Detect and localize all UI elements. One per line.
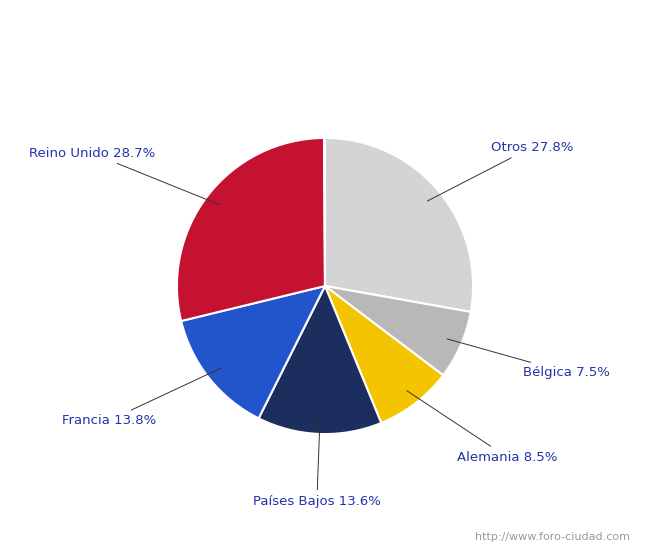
Wedge shape — [325, 286, 471, 375]
Text: Bélgica 7.5%: Bélgica 7.5% — [447, 339, 610, 379]
Wedge shape — [325, 286, 443, 423]
Text: Reino Unido 28.7%: Reino Unido 28.7% — [29, 147, 220, 205]
Text: Vélez-Rubio - Turistas extranjeros según país - Octubre de 2024: Vélez-Rubio - Turistas extranjeros según… — [92, 18, 558, 34]
Wedge shape — [259, 286, 382, 434]
Text: http://www.foro-ciudad.com: http://www.foro-ciudad.com — [476, 532, 630, 542]
Text: Países Bajos 13.6%: Países Bajos 13.6% — [253, 419, 381, 508]
Wedge shape — [181, 286, 325, 419]
Text: Otros 27.8%: Otros 27.8% — [427, 141, 573, 201]
Text: Francia 13.8%: Francia 13.8% — [62, 368, 220, 427]
Wedge shape — [177, 138, 325, 321]
Wedge shape — [325, 138, 473, 312]
Wedge shape — [324, 138, 325, 286]
Text: Alemania 8.5%: Alemania 8.5% — [407, 390, 557, 464]
